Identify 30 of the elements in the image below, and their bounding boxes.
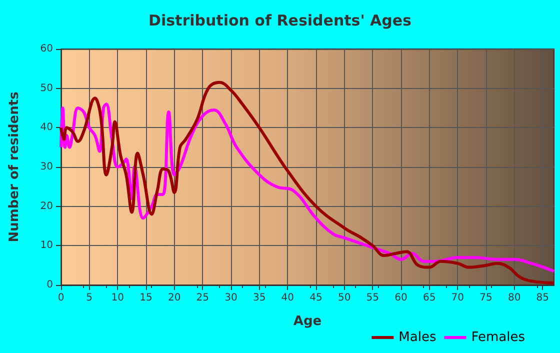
y-tick-label: 60 xyxy=(40,44,53,54)
x-tick-label: 50 xyxy=(338,292,351,304)
x-tick-label: 10 xyxy=(111,292,124,304)
x-tick-label: 85 xyxy=(536,292,550,304)
y-tick-label: 30 xyxy=(40,162,53,172)
x-tick-label: 0 xyxy=(58,292,64,304)
legend-label: Males xyxy=(398,330,436,345)
y-tick-label: 0 xyxy=(46,280,53,290)
x-tick-label: 55 xyxy=(366,292,380,304)
chart-title: Distribution of Residents' Ages xyxy=(148,12,412,30)
y-axis-title: Number of residents xyxy=(7,91,22,242)
y-tick-label: 50 xyxy=(40,82,53,94)
x-tick-label: 60 xyxy=(394,292,408,304)
x-axis-title: Age xyxy=(293,314,322,329)
x-tick-label: 35 xyxy=(252,292,266,304)
x-tick-label: 20 xyxy=(168,292,181,304)
y-tick-label: 40 xyxy=(40,122,53,134)
legend-label: Females xyxy=(471,330,526,345)
x-tick-label: 70 xyxy=(451,292,464,304)
x-tick-label: 5 xyxy=(86,292,93,304)
x-tick-label: 40 xyxy=(281,292,294,304)
x-tick-label: 30 xyxy=(224,292,238,304)
x-tick-label: 15 xyxy=(140,292,152,304)
x-tick-label: 75 xyxy=(480,292,492,304)
x-tick-label: 45 xyxy=(310,292,322,304)
x-tick-label: 65 xyxy=(422,292,436,304)
x-tick-label: 25 xyxy=(196,292,210,304)
x-tick-label: 80 xyxy=(508,292,521,304)
y-tick-label: 20 xyxy=(40,200,53,212)
y-tick-label: 10 xyxy=(40,240,53,252)
